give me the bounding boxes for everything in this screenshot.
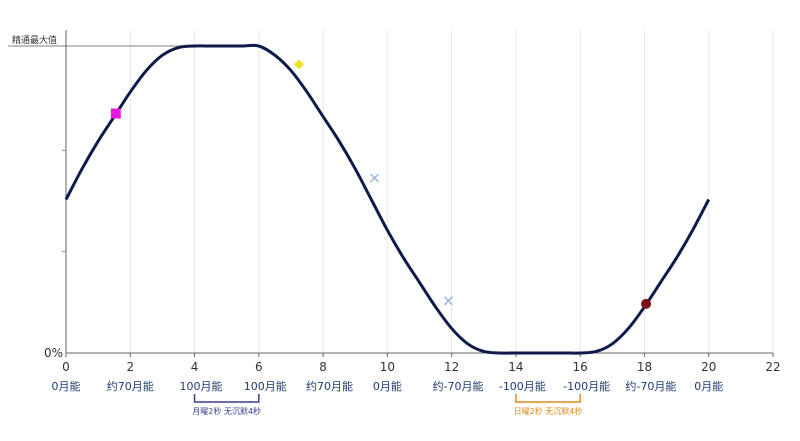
moon-energy-curve [64,43,711,355]
duration-bracket [193,394,260,403]
energy-label: 100月能 [179,379,222,393]
duration-bracket [515,394,581,403]
energy-label: 约-70月能 [433,379,484,393]
energy-label: 0月能 [694,379,723,393]
x-tick-label: 20 [701,360,716,374]
axes: 精通最大值 0% [8,30,773,360]
diamond-marker [293,59,304,70]
grid-lines [129,30,774,353]
x-tick-label: 0 [62,360,70,374]
bracket-note: 日曜2秒 无沉默4秒 [514,406,583,416]
x-tick-label: 14 [508,360,523,374]
x-tick-label: 16 [573,360,588,374]
x-tick-label: 12 [444,360,459,374]
duration-brackets: 月曜2秒 无沉默4秒 日曜2秒 无沉默4秒 [192,394,582,416]
energy-labels: 0月能 约70月能 100月能 100月能 约70月能 0月能 约-70月能 -100月能 -1… [52,379,724,393]
cross-marker [443,296,453,306]
square-marker [110,108,121,119]
x-tick-label: 10 [380,360,395,374]
energy-label: 0月能 [373,379,402,393]
energy-label: 约-70月能 [625,379,676,393]
energy-label: -100月能 [499,379,546,393]
circle-marker [641,298,652,309]
x-tick-label: 18 [637,360,652,374]
energy-label: 约70月能 [306,379,353,393]
x-tick-labels: 0 2 4 6 8 10 12 14 16 18 20 22 [62,353,781,374]
cross-marker [369,173,380,183]
y-tick-label-max: 精通最大值 [12,34,57,46]
energy-label: 100月能 [244,379,287,393]
bracket-note: 月曜2秒 无沉默4秒 [192,406,261,416]
energy-label: -100月能 [563,379,610,393]
y-tick-label-zero: 0% [44,346,63,360]
energy-label: 约70月能 [107,379,154,393]
energy-label: 0月能 [52,379,81,393]
x-tick-label: 8 [319,360,327,374]
x-tick-label: 4 [191,360,199,374]
x-tick-label: 22 [765,360,780,374]
curve-markers [110,59,652,309]
x-tick-label: 2 [126,360,134,374]
x-tick-label: 6 [255,360,263,374]
